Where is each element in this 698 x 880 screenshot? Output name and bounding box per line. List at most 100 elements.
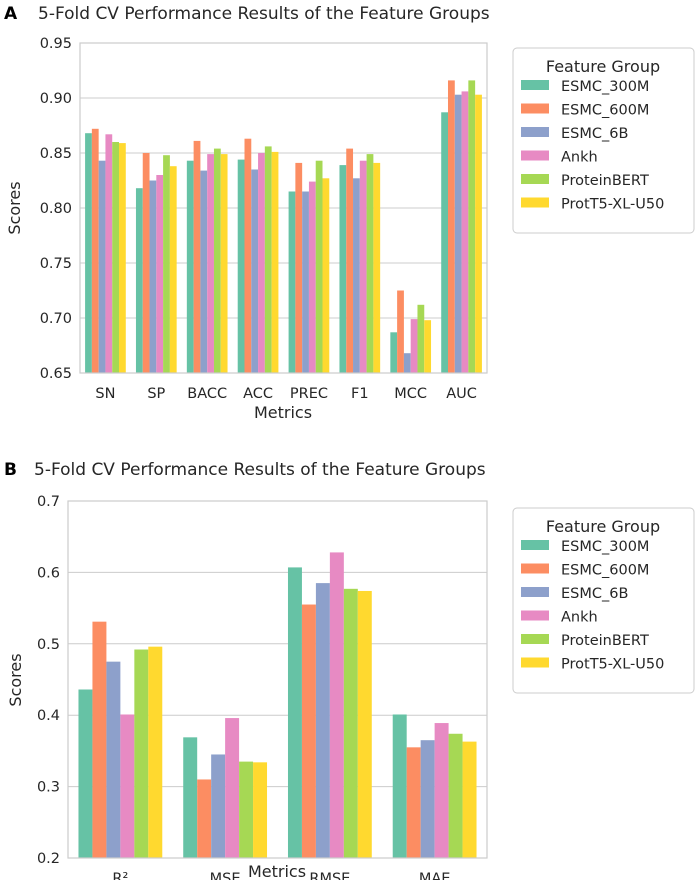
bar-ProtT5-XL-U50-SP — [169, 166, 177, 373]
chart-title-b: 5-Fold CV Performance Results of the Fea… — [34, 460, 486, 480]
bar-ProteinBERT-MAE — [448, 733, 463, 858]
legend-swatch — [521, 634, 549, 644]
bar-ProteinBERT-BACC — [213, 148, 221, 373]
bar-ESMC_6B-MAE — [420, 740, 435, 858]
bar-ProteinBERT-RMSE — [343, 588, 358, 858]
x-tick-label: SN — [95, 386, 115, 402]
bar-ESMC_600M-SN — [91, 128, 99, 373]
legend-entry: Ankh — [561, 150, 598, 166]
bar-ESMC_300M-AUC — [441, 112, 448, 374]
legend-box-a — [512, 47, 695, 234]
x-tick-label: PREC — [290, 386, 328, 402]
legend-entry: ProteinBERT — [561, 633, 649, 649]
bar-ProtT5-XL-U50-BACC — [220, 154, 228, 373]
legend-swatch — [521, 174, 549, 184]
legend-entry: ESMC_300M — [561, 79, 649, 95]
bar-ProtT5-XL-U50-SN — [119, 143, 126, 373]
bar-Ankh-MCC — [410, 319, 418, 373]
bar-ProteinBERT-F1 — [366, 154, 374, 373]
x-tick-label: R² — [112, 871, 128, 880]
plot-frame-a — [79, 42, 488, 374]
legend-box-b — [512, 507, 695, 694]
bar-ESMC_300M-MSE — [183, 737, 198, 858]
x-tick-label: BACC — [187, 386, 227, 402]
bar-ESMC_300M-SN — [85, 133, 92, 373]
y-axis-label-a: Scores — [5, 181, 24, 234]
legend-entry: ESMC_6B — [561, 126, 628, 142]
panel-b: B 5-Fold CV Performance Results of the F… — [4, 460, 695, 880]
bar-ProtT5-XL-U50-MSE — [253, 762, 268, 858]
bar-Ankh-SP — [156, 175, 164, 373]
y-tick-label: 0.7 — [37, 494, 60, 510]
bar-ESMC_300M-ACC — [237, 159, 245, 373]
bar-ProteinBERT-ACC — [264, 146, 272, 373]
x-tick-label: F1 — [351, 386, 369, 402]
legend-entry: ESMC_300M — [561, 539, 649, 555]
legend-entry: Ankh — [561, 610, 598, 626]
bar-ProteinBERT-MCC — [417, 304, 425, 373]
bars-b — [78, 552, 477, 858]
x-tick-label: MAE — [419, 871, 451, 880]
bar-ProtT5-XL-U50-AUC — [475, 94, 482, 373]
bar-ProtT5-XL-U50-MAE — [462, 741, 477, 858]
legend-swatch — [521, 197, 549, 208]
x-tick-label: MSE — [210, 871, 241, 880]
bar-ESMC_600M-ACC — [244, 138, 252, 373]
bar-ProtT5-XL-U50-RMSE — [357, 590, 372, 858]
bar-ESMC_300M-RMSE — [287, 567, 302, 858]
panel-label-a: A — [4, 4, 18, 24]
panel-label-b: B — [4, 460, 17, 480]
bar-ESMC_600M-F1 — [346, 148, 354, 373]
bar-ESMC_6B-MCC — [403, 353, 411, 373]
y-tick-label: 0.3 — [37, 780, 60, 796]
bar-Ankh-BACC — [207, 154, 214, 373]
bar-ESMC_6B-PREC — [302, 191, 309, 373]
bar-ESMC_6B-RMSE — [315, 583, 330, 858]
bar-ESMC_6B-AUC — [454, 94, 462, 373]
bar-ESMC_300M-BACC — [186, 160, 194, 373]
bar-ProteinBERT-R² — [134, 649, 149, 858]
legend-swatch — [521, 657, 549, 668]
plot-frame-b — [67, 500, 488, 859]
bar-ProtT5-XL-U50-ACC — [271, 151, 279, 373]
legend-entry: ProteinBERT — [561, 173, 649, 189]
bar-Ankh-SN — [105, 134, 113, 373]
bar-ESMC_6B-SN — [98, 160, 106, 373]
bar-Ankh-F1 — [359, 160, 367, 373]
legend-swatch — [521, 103, 549, 114]
legend-swatch — [521, 563, 549, 574]
x-tick-label: RMSE — [309, 871, 350, 880]
x-tick-label: SP — [147, 386, 165, 402]
x-tick-label: ACC — [243, 386, 273, 402]
legend-title-b: Feature Group — [546, 517, 660, 536]
bar-ESMC_600M-AUC — [447, 80, 455, 374]
legend-items-b: ESMC_300M ESMC_600M ESMC_6B Ankh ProteinBERT… — [521, 539, 664, 673]
bar-Ankh-R² — [120, 714, 135, 858]
legend-swatch — [521, 610, 549, 621]
x-axis-label-b: Metrics — [248, 862, 306, 880]
bar-ESMC_6B-BACC — [200, 170, 208, 373]
bar-ESMC_300M-MAE — [392, 714, 407, 858]
bar-Ankh-MAE — [434, 723, 449, 858]
legend-entry: ESMC_600M — [561, 103, 649, 119]
x-ticks-a: SN SP BACC ACC PREC F1 MCC AUC — [95, 386, 476, 402]
x-tick-label: AUC — [446, 386, 477, 402]
bar-ESMC_300M-MCC — [390, 332, 398, 373]
bar-ProteinBERT-PREC — [315, 160, 323, 373]
legend-title-a: Feature Group — [546, 57, 660, 76]
bar-ProtT5-XL-U50-R² — [148, 646, 163, 858]
bar-ProteinBERT-SN — [112, 142, 120, 373]
legend-swatch — [521, 540, 549, 550]
bar-ProteinBERT-MSE — [239, 761, 254, 858]
bar-Ankh-ACC — [258, 153, 265, 373]
bar-ESMC_300M-R² — [78, 689, 93, 858]
y-tick-label: 0.65 — [40, 366, 72, 382]
y-axis-label-b: Scores — [6, 653, 25, 706]
y-ticks-a: 0.65 0.70 0.75 0.80 0.85 0.90 0.95 — [40, 36, 72, 382]
x-axis-label-a: Metrics — [254, 403, 312, 422]
legend-swatch — [521, 587, 549, 597]
bar-ESMC_600M-BACC — [193, 140, 201, 373]
legend-items-a: ESMC_300M ESMC_600M ESMC_6B Ankh ProteinBERT… — [521, 79, 664, 213]
bars-a — [85, 80, 482, 374]
